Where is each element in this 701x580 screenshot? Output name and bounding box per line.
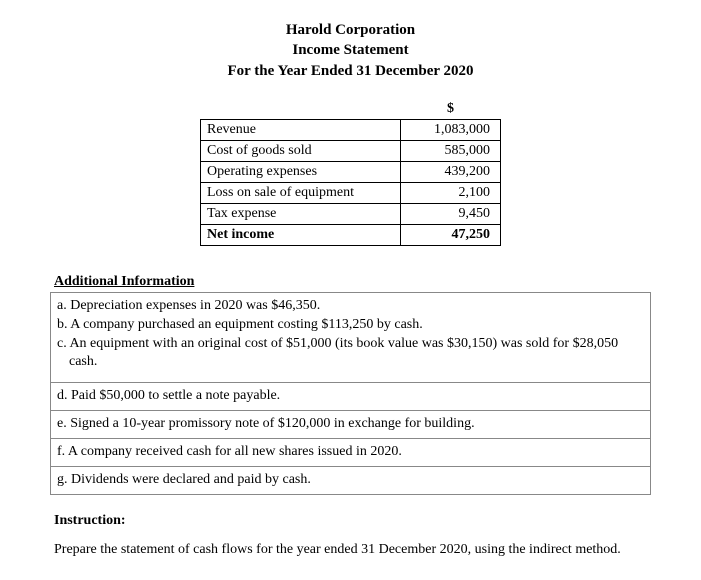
additional-info-table: a. Depreciation expenses in 2020 was $46…	[50, 292, 651, 495]
info-row: f. A company received cash for all new s…	[51, 439, 651, 467]
info-item: b. A company purchased an equipment cost…	[69, 316, 642, 335]
income-row: Tax expense9,450	[201, 203, 501, 224]
income-row: Operating expenses439,200	[201, 161, 501, 182]
info-row: e. Signed a 10-year promissory note of $…	[51, 411, 651, 439]
net-income-value: 47,250	[401, 224, 501, 245]
info-rows: a. Depreciation expenses in 2020 was $46…	[51, 292, 651, 494]
period-line: For the Year Ended 31 December 2020	[50, 61, 651, 81]
additional-info-title: Additional Information	[50, 274, 651, 290]
income-row-label: Tax expense	[201, 203, 401, 224]
income-row-label: Cost of goods sold	[201, 140, 401, 161]
blank-header	[201, 99, 401, 120]
income-row-value: 585,000	[401, 140, 501, 161]
info-item: c. An equipment with an original cost of…	[69, 335, 642, 373]
income-row-value: 9,450	[401, 203, 501, 224]
income-row-value: 1,083,000	[401, 119, 501, 140]
info-row: g. Dividends were declared and paid by c…	[51, 466, 651, 494]
income-row-label: Operating expenses	[201, 161, 401, 182]
instruction-text: Prepare the statement of cash flows for …	[50, 541, 651, 560]
income-row-label: Revenue	[201, 119, 401, 140]
net-income-label: Net income	[201, 224, 401, 245]
info-cell: e. Signed a 10-year promissory note of $…	[51, 411, 651, 439]
info-cell: d. Paid $50,000 to settle a note payable…	[51, 383, 651, 411]
income-row-value: 439,200	[401, 161, 501, 182]
document-header: Harold Corporation Income Statement For …	[50, 20, 651, 81]
info-cell: g. Dividends were declared and paid by c…	[51, 466, 651, 494]
info-row: d. Paid $50,000 to settle a note payable…	[51, 383, 651, 411]
statement-title: Income Statement	[50, 40, 651, 60]
info-row-group: a. Depreciation expenses in 2020 was $46…	[51, 292, 651, 383]
income-row-value: 2,100	[401, 182, 501, 203]
income-statement-table: $ Revenue1,083,000Cost of goods sold585,…	[200, 99, 501, 246]
net-income-row: Net income47,250	[201, 224, 501, 245]
income-rows: Revenue1,083,000Cost of goods sold585,00…	[201, 119, 501, 245]
income-row-label: Loss on sale of equipment	[201, 182, 401, 203]
info-cell-group: a. Depreciation expenses in 2020 was $46…	[51, 292, 651, 383]
company-name: Harold Corporation	[50, 20, 651, 40]
income-row: Cost of goods sold585,000	[201, 140, 501, 161]
income-row: Loss on sale of equipment2,100	[201, 182, 501, 203]
info-cell: f. A company received cash for all new s…	[51, 439, 651, 467]
currency-header: $	[401, 99, 501, 120]
income-row: Revenue1,083,000	[201, 119, 501, 140]
instruction-label: Instruction:	[50, 513, 651, 529]
info-item: a. Depreciation expenses in 2020 was $46…	[69, 297, 642, 316]
